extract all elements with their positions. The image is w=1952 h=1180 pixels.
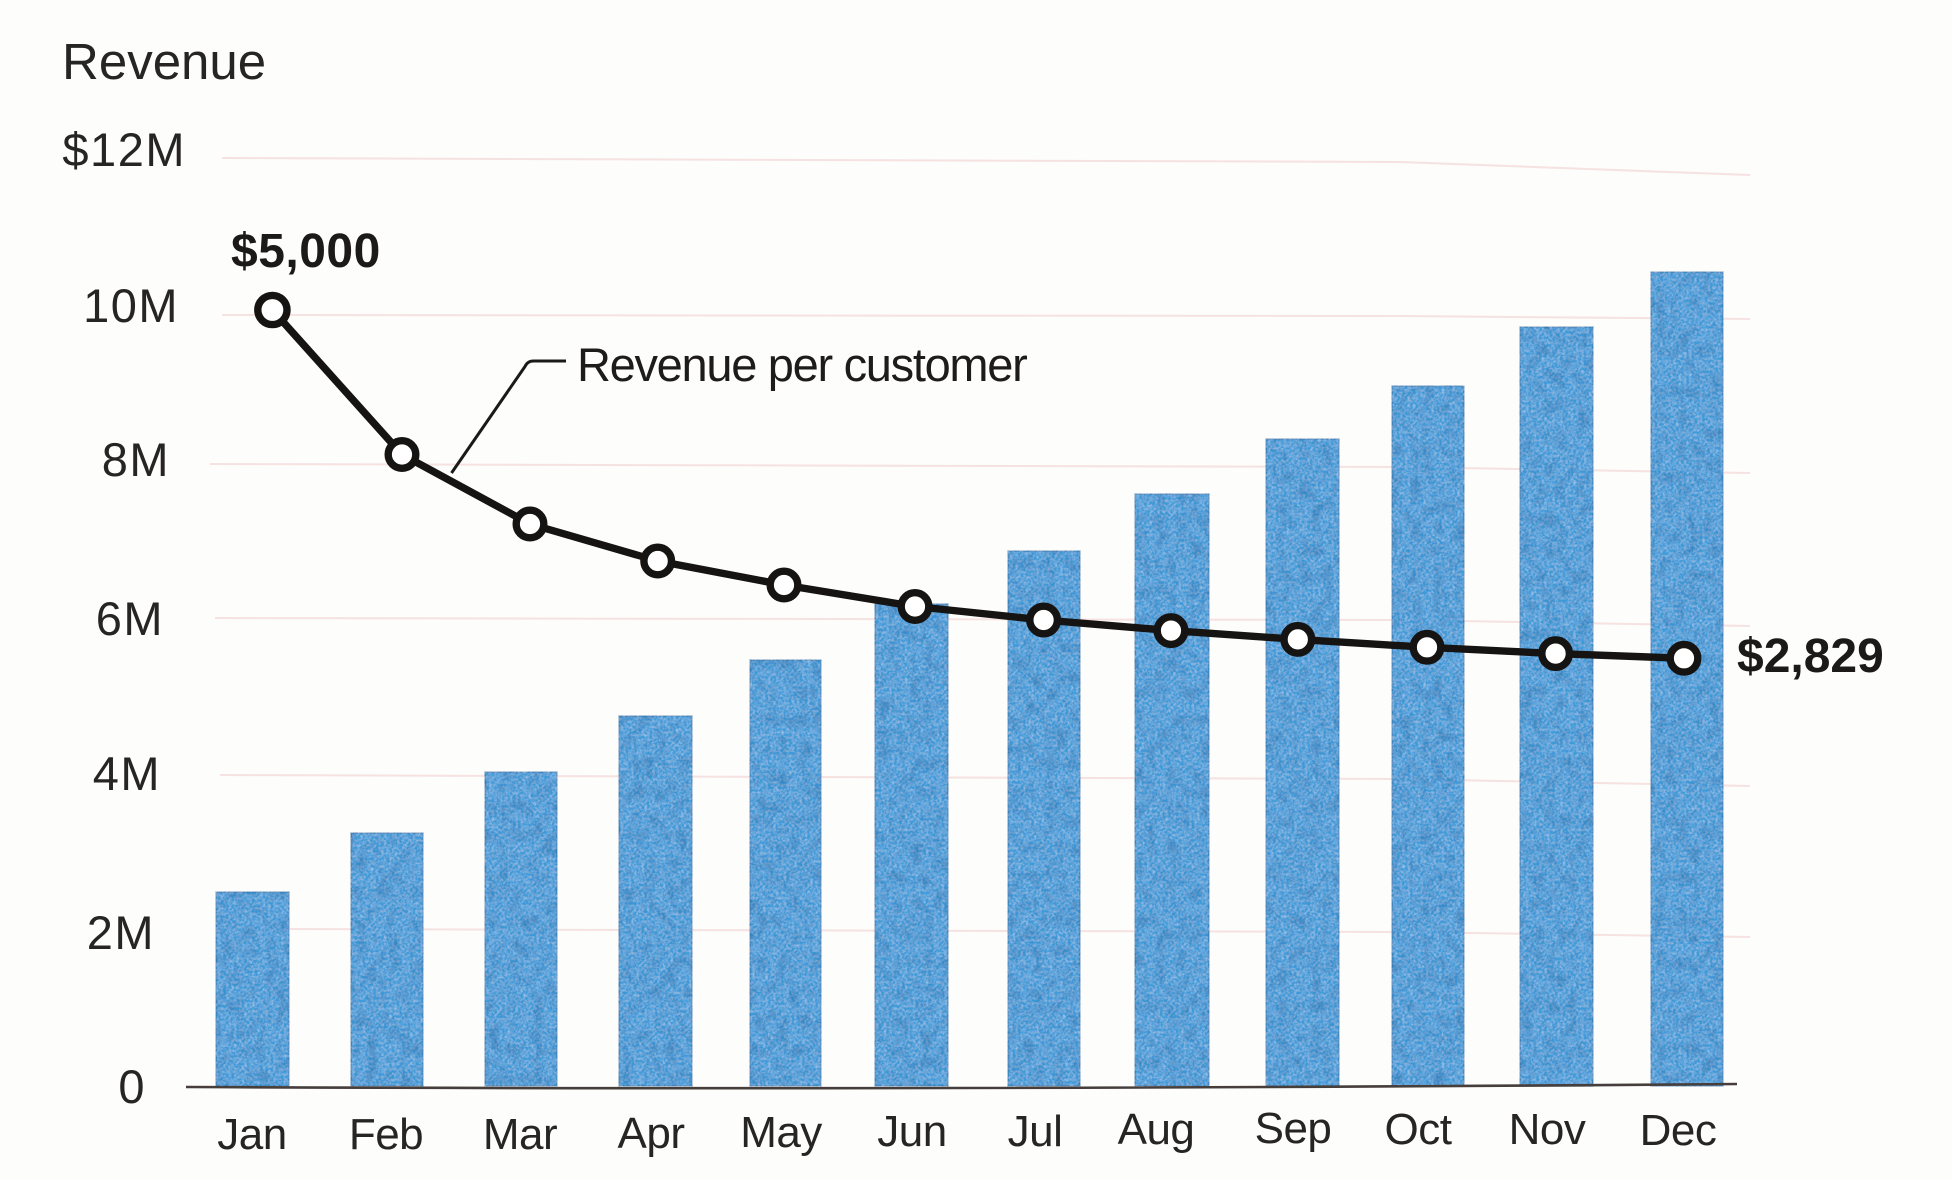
svg-text:Jul: Jul — [1008, 1107, 1063, 1156]
svg-text:Jan: Jan — [217, 1110, 286, 1159]
svg-text:0: 0 — [118, 1060, 146, 1113]
svg-text:10M: 10M — [83, 279, 179, 332]
svg-text:Revenue: Revenue — [62, 33, 266, 90]
svg-text:Revenue per customer: Revenue per customer — [577, 338, 1027, 391]
svg-text:4M: 4M — [93, 747, 161, 800]
svg-text:6M: 6M — [96, 592, 164, 645]
svg-text:Aug: Aug — [1118, 1105, 1195, 1154]
svg-text:8M: 8M — [102, 433, 170, 486]
svg-text:Jun: Jun — [877, 1107, 946, 1156]
svg-text:$5,000: $5,000 — [231, 225, 381, 278]
svg-text:2M: 2M — [87, 906, 155, 959]
svg-text:Apr: Apr — [618, 1109, 685, 1158]
svg-text:Nov: Nov — [1509, 1105, 1586, 1154]
svg-text:Mar: Mar — [483, 1110, 557, 1159]
svg-text:Dec: Dec — [1640, 1106, 1717, 1155]
svg-text:$12M: $12M — [62, 123, 186, 176]
svg-text:Sep: Sep — [1255, 1104, 1332, 1153]
svg-text:Feb: Feb — [349, 1110, 423, 1159]
svg-text:$2,829: $2,829 — [1737, 630, 1884, 683]
svg-text:May: May — [740, 1108, 822, 1157]
svg-text:Oct: Oct — [1385, 1105, 1452, 1154]
